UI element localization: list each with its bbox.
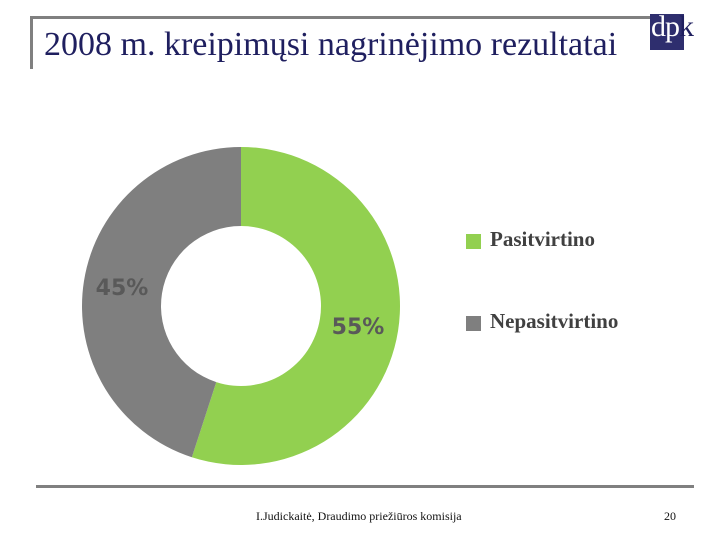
page-number: 20 [664, 509, 676, 523]
chart-slice-labels: 55% 45% [96, 276, 385, 340]
footer-rule [36, 485, 694, 488]
slide-title: 2008 m. kreipimųsi nagrinėjimo rezultata… [44, 26, 618, 63]
slice-nepasitvirtino [81, 147, 242, 458]
slice-pasitvirtino [191, 147, 400, 466]
logo-box [650, 14, 684, 50]
legend-swatch-nepasitvirtino [466, 316, 481, 331]
slice-label-nepasitvirtino: 45% [96, 276, 149, 301]
legend-label-pasitvirtino: Pasitvirtino [490, 227, 595, 251]
dpk-logo: dpk [650, 10, 702, 50]
title-frame [30, 16, 665, 69]
legend-swatch-pasitvirtino [466, 234, 481, 249]
legend-label-nepasitvirtino: Nepasitvirtino [490, 309, 618, 333]
logo-text: dpk [651, 10, 694, 43]
chart-legend: Pasitvirtino Nepasitvirtino [466, 227, 618, 333]
chart-slices [81, 147, 400, 466]
footer-text: I.Judickaitė, Draudimo priežiūros komisi… [256, 509, 462, 523]
slice-label-pasitvirtino: 55% [332, 315, 385, 340]
